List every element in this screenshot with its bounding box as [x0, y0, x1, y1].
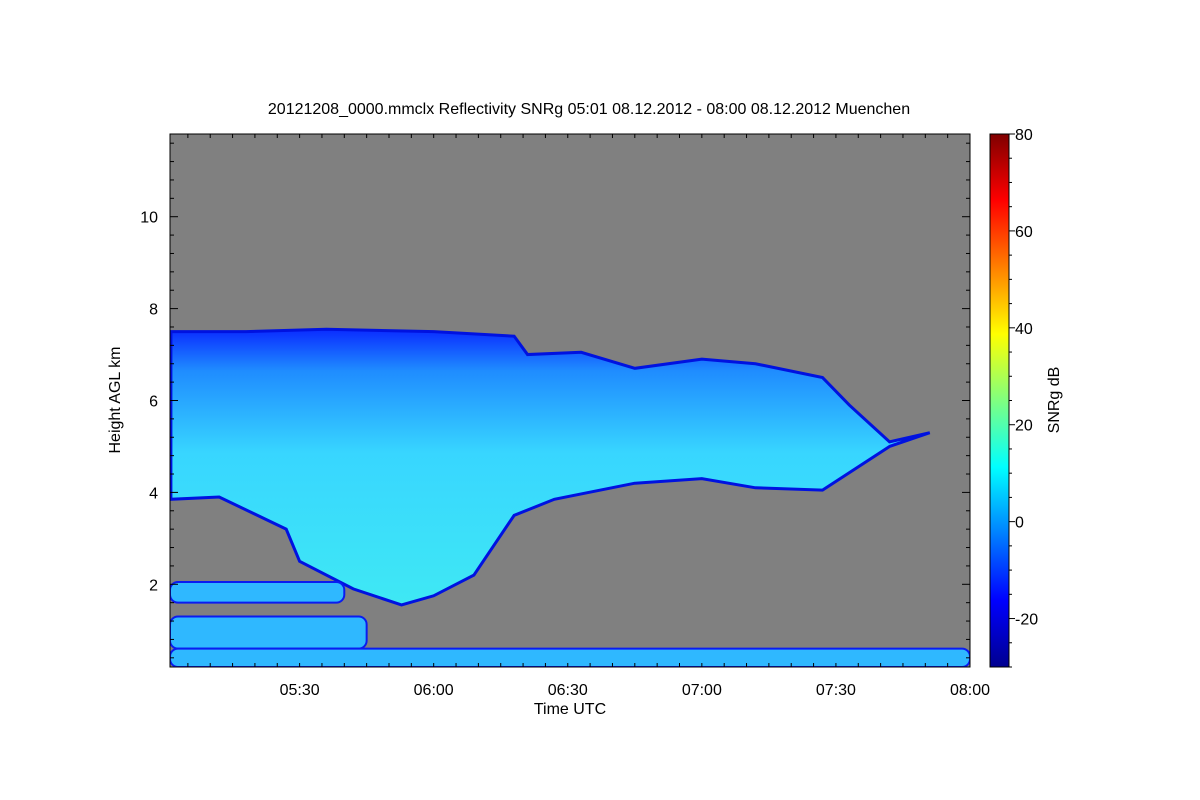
colorbar-tick-label: 60	[1015, 224, 1033, 241]
cloud-echo-lower	[170, 580, 346, 604]
x-axis-label: Time UTC	[534, 701, 606, 718]
y-tick-label: 8	[149, 302, 158, 319]
y-tick-label: 6	[149, 394, 158, 411]
colorbar	[989, 133, 1010, 668]
chart-title: 20121208_0000.mmclx Reflectivity SNRg 05…	[268, 101, 910, 118]
x-axis: 05:30 06:00 06:30 07:00 07:30 08:00	[187, 134, 990, 699]
cloud-echo-lower	[170, 647, 970, 667]
y-tick-label: 2	[149, 577, 158, 594]
x-tick-label: 07:00	[682, 682, 722, 699]
x-tick-label: 05:30	[280, 682, 320, 699]
y-tick-label: 4	[149, 485, 158, 502]
colorbar-tick-label: 20	[1015, 418, 1033, 435]
y-axis-label: Height AGL km	[107, 346, 124, 453]
y-tick-label: 10	[140, 210, 158, 227]
x-tick-label: 07:30	[816, 682, 856, 699]
colorbar-ticks: -20 0 20 40 60 80	[1009, 127, 1038, 668]
colorbar-tick-label: 40	[1015, 321, 1033, 338]
x-tick-label: 06:30	[548, 682, 588, 699]
colorbar-label: SNRg dB	[1046, 367, 1063, 434]
cloud-echo-lower	[170, 615, 368, 650]
x-tick-label: 08:00	[950, 682, 990, 699]
y-axis: 2 4 6 8 10	[140, 142, 970, 659]
cloud-echo-upper	[170, 327, 931, 607]
x-tick-label: 06:00	[414, 682, 454, 699]
colorbar-tick-label: -20	[1015, 612, 1038, 629]
colorbar-tick-label: 80	[1015, 127, 1033, 144]
colorbar-tick-label: 0	[1015, 515, 1024, 532]
